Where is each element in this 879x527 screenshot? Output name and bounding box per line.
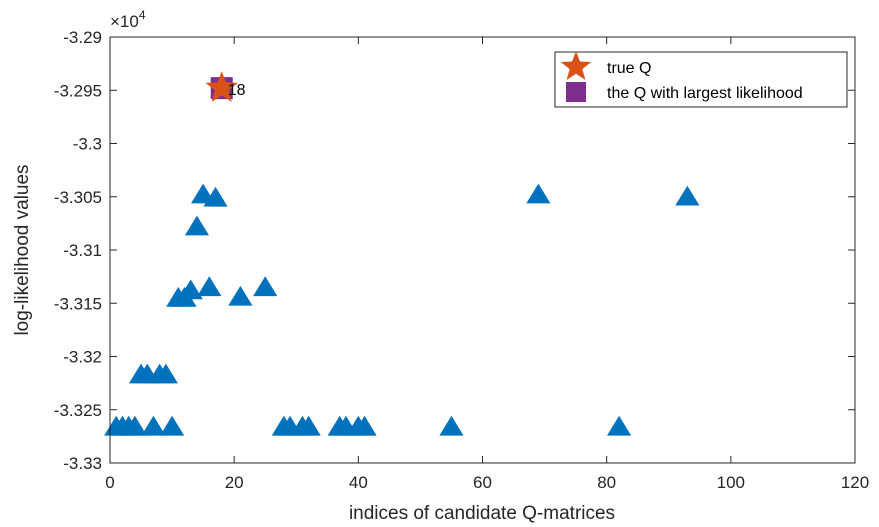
x-tick-label: 20 bbox=[225, 473, 244, 492]
candidate-point bbox=[184, 215, 210, 236]
y-tick-label: -3.32 bbox=[63, 348, 102, 367]
legend-square-icon bbox=[566, 82, 586, 102]
axes: 0 20 40 60 80 100 120 -3.33 -3.325 -3.32 -3.315 -3.… bbox=[54, 28, 869, 492]
data-points: 18 bbox=[104, 71, 700, 436]
candidate-point bbox=[675, 185, 700, 206]
y-tick-label: -3.325 bbox=[54, 401, 102, 420]
x-tick-label: 100 bbox=[717, 473, 745, 492]
y-tick-label: -3.295 bbox=[54, 81, 102, 100]
y-tick-label: -3.31 bbox=[63, 241, 102, 260]
candidate-point bbox=[253, 276, 278, 297]
candidate-point bbox=[526, 183, 551, 204]
x-tick-label: 40 bbox=[349, 473, 368, 492]
candidate-point bbox=[159, 415, 185, 436]
candidate-point bbox=[228, 285, 253, 306]
candidate-point bbox=[203, 186, 228, 207]
candidate-point bbox=[153, 363, 178, 384]
candidate-point bbox=[178, 279, 203, 300]
legend-label: the Q with largest likelihood bbox=[607, 85, 803, 102]
candidate-point bbox=[141, 415, 166, 436]
x-tick-label: 0 bbox=[105, 473, 114, 492]
legend: true Q the Q with largest likelihood bbox=[554, 51, 848, 108]
candidate-point bbox=[352, 415, 377, 436]
candidate-point bbox=[122, 415, 147, 436]
y-axis-label: log-likelihood values bbox=[12, 164, 33, 335]
legend-star-icon bbox=[560, 51, 592, 80]
x-tick-label: 120 bbox=[841, 473, 869, 492]
exponent-label: ×104 bbox=[110, 8, 146, 31]
x-tick-label: 60 bbox=[473, 473, 492, 492]
candidate-point bbox=[296, 415, 321, 436]
legend-label: true Q bbox=[607, 60, 651, 77]
y-tick-label: -3.315 bbox=[54, 294, 102, 313]
x-tick-label: 80 bbox=[597, 473, 616, 492]
candidate-point bbox=[606, 415, 632, 436]
true-q-point bbox=[205, 71, 238, 102]
legend-box bbox=[554, 51, 848, 108]
x-axis-label: indices of candidate Q-matrices bbox=[349, 503, 615, 524]
y-tick-label: -3.29 bbox=[63, 28, 102, 47]
y-tick-label: -3.33 bbox=[63, 454, 102, 473]
y-tick-label: -3.3 bbox=[73, 135, 102, 154]
point-annotation: 18 bbox=[228, 82, 246, 99]
candidate-point bbox=[439, 415, 464, 436]
y-tick-label: -3.305 bbox=[54, 188, 102, 207]
candidate-point bbox=[197, 276, 222, 297]
